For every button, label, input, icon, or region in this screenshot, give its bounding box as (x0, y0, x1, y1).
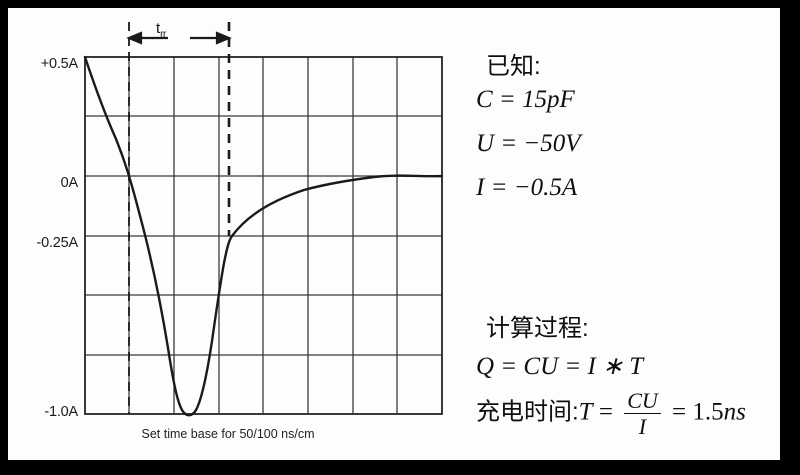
charge-time-value: 1.5 (692, 398, 724, 426)
plot-frame (84, 56, 443, 415)
oscilloscope-plot (83, 22, 444, 417)
fraction-numerator: CU (627, 388, 658, 413)
trr-arrow (126, 31, 232, 45)
current-waveform (83, 55, 444, 417)
y-tick-label-1: 0A (60, 175, 79, 191)
process-heading: 计算过程: (486, 315, 589, 342)
charge-time-lhs: T (578, 398, 593, 426)
grid-lines (84, 56, 443, 415)
trr-annotation-label: trr (156, 20, 166, 40)
math-panel: 已知: C = 15pF U = −50V I = −0.5A 计算过程: Q … (458, 8, 780, 460)
given-equation-2: I = −0.5A (476, 174, 578, 201)
fraction-bar (624, 413, 661, 415)
charge-time-unit: ns (723, 398, 746, 426)
given-equation-1: U = −50V (476, 130, 581, 157)
y-tick-label-2: -0.25A (36, 235, 78, 251)
charge-time-equals-2: = (665, 398, 693, 426)
given-equation-0: C = 15pF (476, 86, 575, 113)
page-canvas: trr +0.5A 0A -0.25A -1.0A (8, 8, 780, 460)
given-heading: 已知: (486, 53, 541, 80)
chart-caption: Set time base for 50/100 ns/cm (141, 427, 315, 441)
charge-time-equals-1: = (592, 398, 620, 426)
charge-time-equation: 充电时间:T = CU I = 1.5ns (476, 389, 746, 440)
cu-over-i-fraction: CU I (624, 389, 661, 438)
trr-subscript: rr (160, 29, 166, 40)
charge-equation: Q = CU = I ∗ T (476, 353, 644, 380)
charge-time-label: 充电时间: (476, 398, 579, 426)
y-tick-label-0: +0.5A (40, 56, 78, 72)
y-tick-label-3: -1.0A (44, 404, 78, 420)
chart-panel: trr +0.5A 0A -0.25A -1.0A (8, 8, 458, 460)
fraction-denominator: I (638, 414, 647, 440)
trr-base: t (156, 20, 161, 37)
